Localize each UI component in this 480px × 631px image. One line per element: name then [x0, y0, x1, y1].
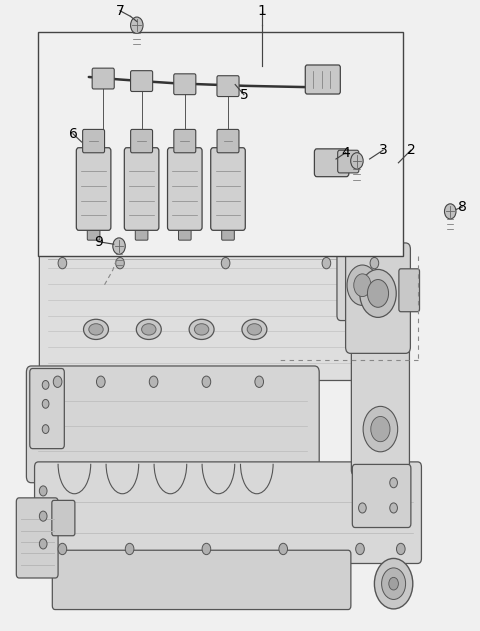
FancyBboxPatch shape — [135, 226, 148, 240]
FancyBboxPatch shape — [338, 150, 359, 173]
Text: 8: 8 — [458, 200, 467, 214]
FancyBboxPatch shape — [52, 500, 75, 536]
Text: 5: 5 — [240, 88, 248, 102]
FancyBboxPatch shape — [217, 129, 239, 153]
FancyBboxPatch shape — [174, 74, 196, 95]
FancyBboxPatch shape — [346, 243, 410, 353]
Circle shape — [53, 376, 62, 387]
Text: 3: 3 — [379, 143, 387, 157]
FancyBboxPatch shape — [399, 269, 420, 312]
Circle shape — [370, 257, 379, 269]
Circle shape — [42, 380, 49, 389]
FancyBboxPatch shape — [351, 339, 409, 475]
FancyBboxPatch shape — [337, 251, 388, 321]
Text: 9: 9 — [94, 235, 103, 249]
Circle shape — [131, 17, 143, 33]
Circle shape — [149, 376, 158, 387]
FancyBboxPatch shape — [92, 68, 114, 89]
Ellipse shape — [89, 324, 103, 335]
FancyBboxPatch shape — [174, 129, 196, 153]
Circle shape — [255, 376, 264, 387]
FancyBboxPatch shape — [211, 148, 245, 230]
Circle shape — [390, 503, 397, 513]
Circle shape — [389, 577, 398, 590]
FancyBboxPatch shape — [39, 251, 397, 380]
Circle shape — [113, 238, 125, 254]
FancyBboxPatch shape — [30, 369, 64, 449]
Text: 2: 2 — [407, 143, 415, 157]
Text: 4: 4 — [341, 146, 350, 160]
FancyBboxPatch shape — [131, 71, 153, 91]
Ellipse shape — [84, 319, 108, 339]
Circle shape — [202, 376, 211, 387]
Ellipse shape — [142, 324, 156, 335]
FancyBboxPatch shape — [52, 550, 351, 610]
FancyBboxPatch shape — [168, 148, 202, 230]
Circle shape — [356, 543, 364, 555]
Bar — [38, 32, 403, 256]
FancyBboxPatch shape — [305, 65, 340, 94]
Circle shape — [359, 503, 366, 513]
Circle shape — [39, 539, 47, 549]
Text: 7: 7 — [116, 4, 124, 18]
Circle shape — [116, 257, 124, 269]
FancyBboxPatch shape — [83, 129, 105, 153]
Ellipse shape — [242, 319, 267, 339]
FancyBboxPatch shape — [35, 462, 421, 563]
FancyBboxPatch shape — [131, 129, 153, 153]
Text: 6: 6 — [69, 127, 77, 141]
Circle shape — [354, 274, 371, 297]
Circle shape — [390, 478, 397, 488]
FancyBboxPatch shape — [314, 149, 349, 177]
Ellipse shape — [189, 319, 214, 339]
FancyBboxPatch shape — [26, 366, 319, 483]
Circle shape — [351, 153, 363, 169]
FancyBboxPatch shape — [76, 148, 111, 230]
Circle shape — [368, 280, 389, 307]
Circle shape — [96, 376, 105, 387]
Circle shape — [221, 257, 230, 269]
Circle shape — [363, 406, 397, 452]
Circle shape — [58, 257, 67, 269]
FancyBboxPatch shape — [222, 226, 234, 240]
Circle shape — [382, 568, 406, 599]
FancyBboxPatch shape — [16, 498, 58, 578]
Circle shape — [42, 425, 49, 433]
Circle shape — [39, 486, 47, 496]
Circle shape — [371, 416, 390, 442]
Circle shape — [360, 269, 396, 317]
FancyBboxPatch shape — [179, 226, 191, 240]
Ellipse shape — [194, 324, 209, 335]
Circle shape — [444, 204, 456, 219]
FancyBboxPatch shape — [352, 464, 411, 528]
Circle shape — [202, 543, 211, 555]
Text: 1: 1 — [257, 4, 266, 18]
FancyBboxPatch shape — [124, 148, 159, 230]
Circle shape — [322, 257, 331, 269]
Ellipse shape — [247, 324, 262, 335]
FancyBboxPatch shape — [217, 76, 239, 97]
FancyBboxPatch shape — [87, 226, 100, 240]
Circle shape — [347, 265, 378, 305]
Circle shape — [279, 543, 288, 555]
Circle shape — [58, 543, 67, 555]
Circle shape — [374, 558, 413, 609]
Circle shape — [125, 543, 134, 555]
Circle shape — [39, 511, 47, 521]
Ellipse shape — [136, 319, 161, 339]
Circle shape — [42, 399, 49, 408]
Circle shape — [396, 543, 405, 555]
